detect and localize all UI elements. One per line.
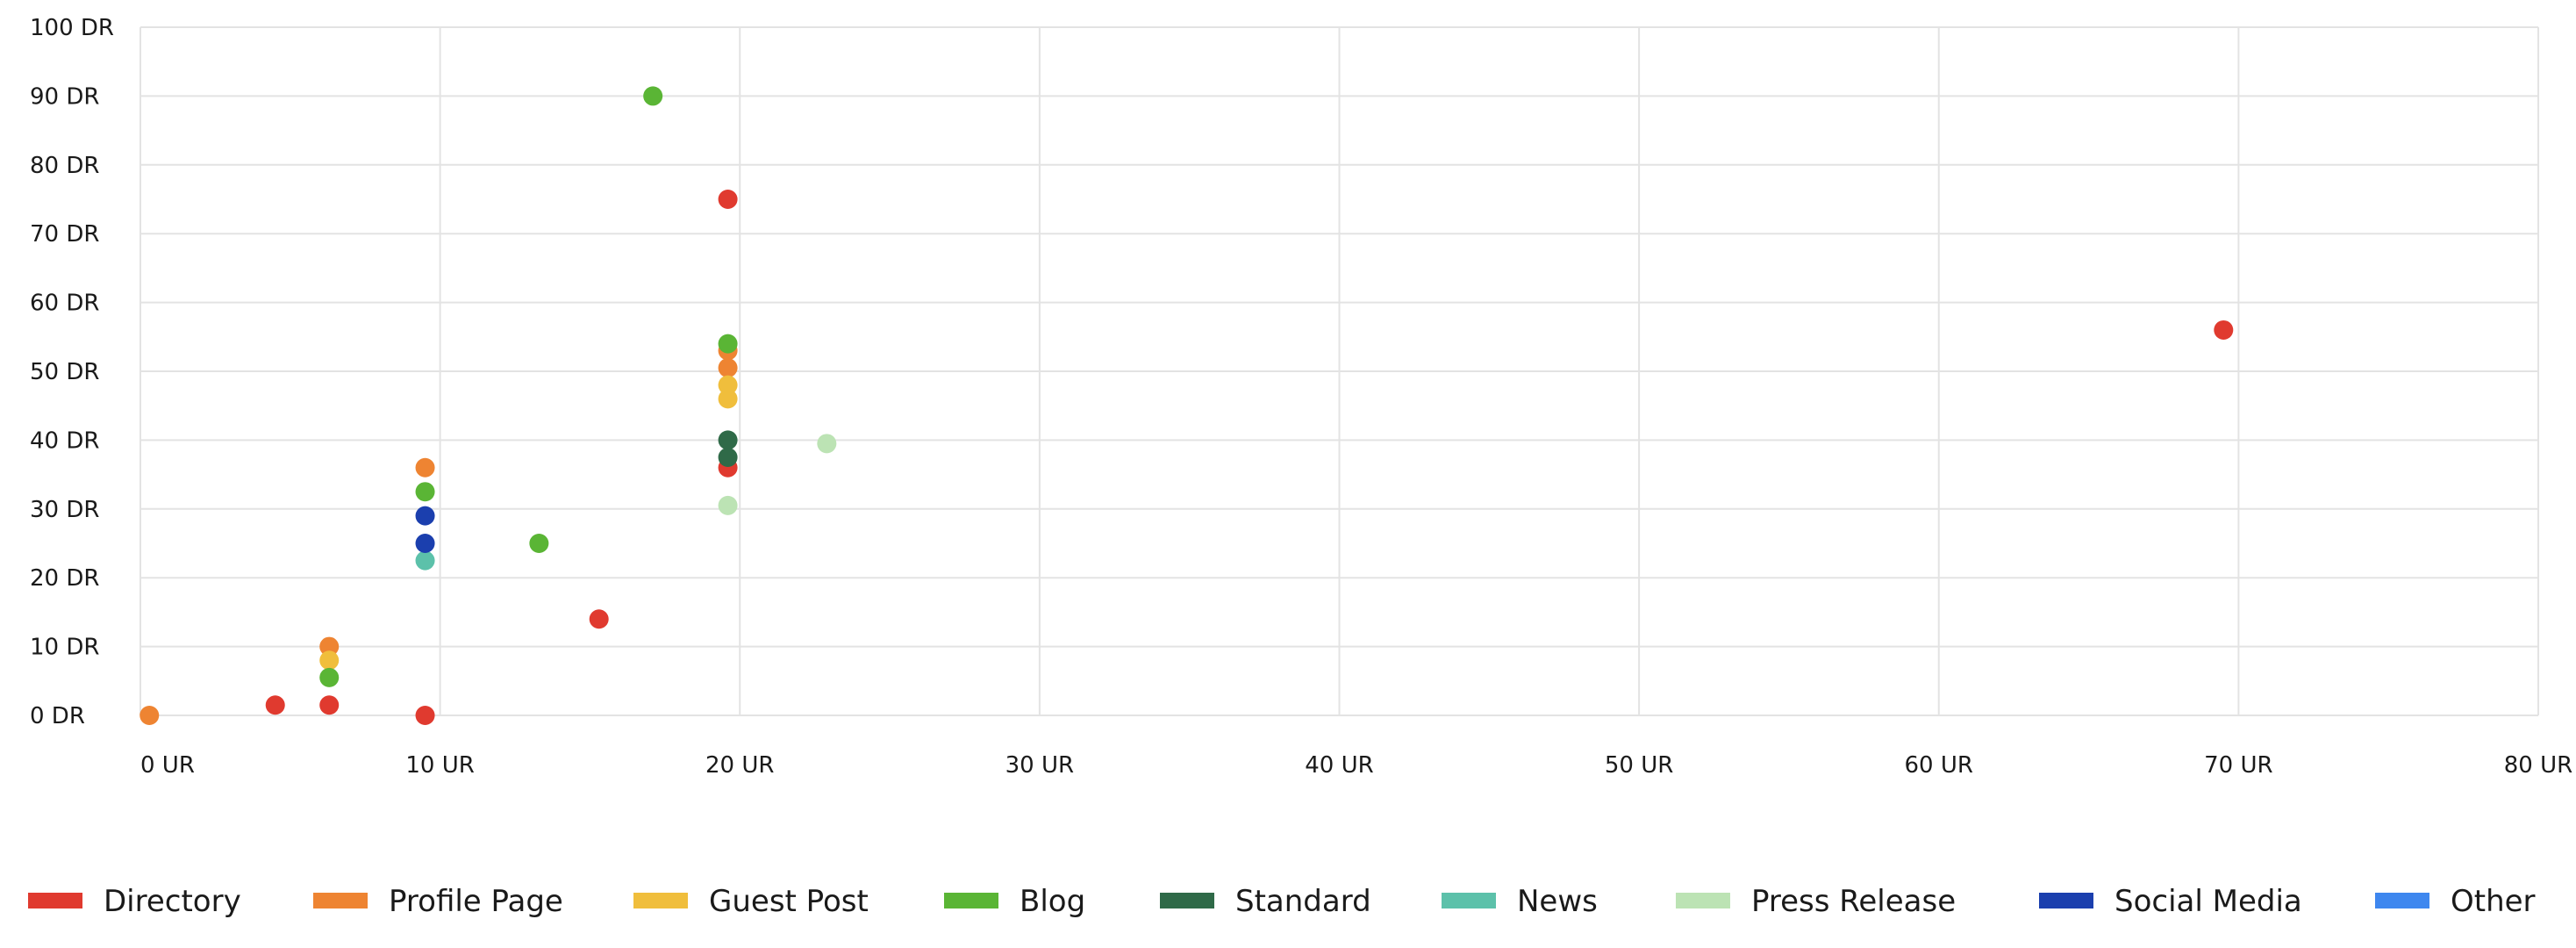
legend-item-guest-post[interactable]: Guest Post	[633, 884, 869, 919]
x-tick-label: 10 UR	[405, 752, 474, 779]
y-tick-label: 20 DR	[30, 565, 99, 592]
legend[interactable]: Directory Profile Page Guest Post Blog Stand…	[28, 884, 2536, 919]
point-standard[interactable]	[718, 448, 738, 467]
x-tick-label: 60 UR	[1905, 752, 1973, 779]
legend-item-blog[interactable]: Blog	[944, 884, 1085, 919]
point-directory[interactable]	[2214, 320, 2234, 340]
point-profile-page[interactable]	[140, 706, 160, 725]
y-tick-label: 70 DR	[30, 221, 99, 248]
legend-item-directory[interactable]: Directory	[28, 884, 241, 919]
legend-swatch	[633, 893, 688, 908]
point-directory[interactable]	[718, 190, 738, 209]
legend-swatch	[313, 893, 368, 908]
point-press-release[interactable]	[718, 495, 738, 515]
y-tick-label: 0 DR	[30, 703, 85, 729]
y-tick-label: 30 DR	[30, 497, 99, 523]
data-points	[140, 86, 2234, 725]
legend-swatch	[2375, 893, 2429, 908]
y-tick-label: 10 DR	[30, 635, 99, 661]
point-guest-post[interactable]	[319, 650, 340, 671]
legend-label: Guest Post	[709, 884, 869, 919]
x-tick-label: 50 UR	[1605, 752, 1673, 779]
legend-label: Social Media	[2114, 884, 2302, 919]
point-news[interactable]	[415, 550, 435, 571]
point-profile-page[interactable]	[319, 636, 340, 657]
y-tick-label: 80 DR	[30, 153, 99, 179]
point-directory[interactable]	[319, 695, 340, 715]
legend-label: Blog	[1020, 884, 1085, 919]
legend-label: Profile Page	[389, 884, 563, 919]
legend-item-profile-page[interactable]: Profile Page	[313, 884, 563, 919]
grid-layer	[140, 26, 2539, 716]
x-tick-label: 80 UR	[2504, 752, 2572, 779]
point-profile-page[interactable]	[415, 457, 435, 478]
legend-swatch	[1676, 893, 1730, 908]
point-standard[interactable]	[718, 430, 738, 450]
x-tick-label: 0 UR	[140, 752, 195, 779]
point-social-media[interactable]	[415, 506, 435, 526]
y-tick-label: 90 DR	[30, 83, 99, 110]
legend-item-press-release[interactable]: Press Release	[1676, 884, 1956, 919]
x-tick-label: 40 UR	[1305, 752, 1373, 779]
legend-item-standard[interactable]: Standard	[1160, 884, 1371, 919]
legend-item-other[interactable]: Other	[2375, 884, 2536, 919]
legend-label: News	[1517, 884, 1598, 919]
legend-label: Directory	[104, 884, 241, 919]
y-tick-label: 50 DR	[30, 359, 99, 385]
y-axis-ticks: 0 DR 10 DR 20 DR 30 DR 40 DR 50 DR 60 DR 70 DR 8…	[30, 15, 114, 729]
legend-label: Other	[2451, 884, 2536, 919]
y-tick-label: 100 DR	[30, 15, 114, 41]
point-directory[interactable]	[415, 706, 435, 725]
x-axis-ticks: 0 UR 10 UR 20 UR 30 UR 40 UR 50 UR 60 UR 70 UR 8…	[140, 752, 2572, 779]
point-guest-post[interactable]	[718, 375, 738, 395]
legend-swatch	[944, 893, 998, 908]
legend-swatch	[2039, 893, 2093, 908]
point-blog[interactable]	[415, 482, 435, 502]
point-social-media[interactable]	[415, 534, 435, 553]
point-blog[interactable]	[643, 86, 663, 106]
y-tick-label: 60 DR	[30, 291, 99, 317]
legend-item-news[interactable]: News	[1442, 884, 1598, 919]
point-blog[interactable]	[529, 534, 549, 553]
legend-swatch	[1442, 893, 1496, 908]
legend-swatch	[28, 893, 82, 908]
y-tick-label: 40 DR	[30, 427, 99, 454]
x-tick-label: 20 UR	[705, 752, 774, 779]
point-blog[interactable]	[319, 667, 340, 687]
point-profile-page[interactable]	[718, 358, 738, 378]
legend-item-social-media[interactable]: Social Media	[2039, 884, 2302, 919]
point-blog[interactable]	[718, 334, 738, 354]
point-press-release[interactable]	[817, 434, 837, 454]
point-guest-post[interactable]	[718, 389, 738, 409]
x-tick-label: 30 UR	[1005, 752, 1074, 779]
legend-label: Standard	[1235, 884, 1371, 919]
legend-label: Press Release	[1751, 884, 1956, 919]
legend-swatch	[1160, 893, 1214, 908]
point-directory[interactable]	[265, 695, 285, 715]
x-tick-label: 70 UR	[2204, 752, 2272, 779]
point-directory[interactable]	[589, 609, 609, 629]
